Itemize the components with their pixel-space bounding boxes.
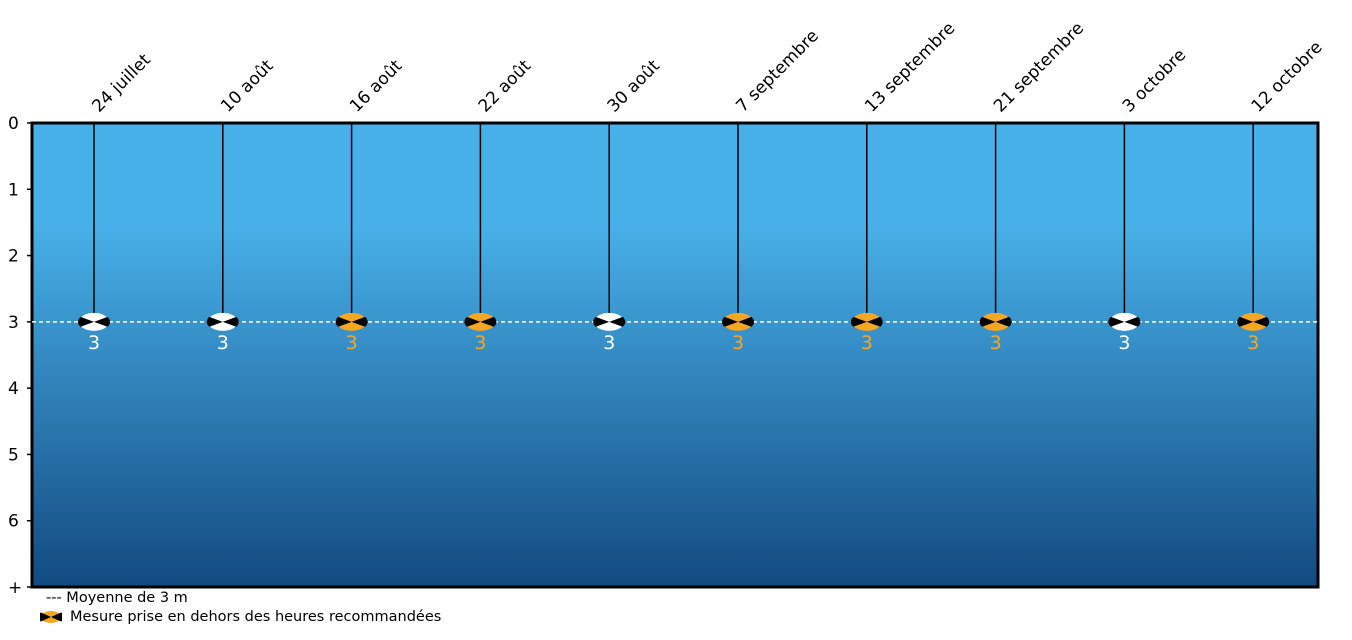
x-tick-label: 21 septembre: [990, 18, 1088, 116]
data-label: 3: [1118, 332, 1130, 354]
x-tick-label: 12 octobre: [1248, 38, 1327, 117]
y-tick-label: +: [8, 578, 22, 598]
x-tick-label: 30 août: [604, 56, 665, 117]
secchi-disk-marker: [1237, 312, 1270, 331]
y-tick-label: 4: [8, 379, 19, 399]
y-tick-label: 3: [8, 313, 19, 333]
y-tick-label: 6: [8, 512, 19, 532]
y-tick-label: 0: [8, 114, 19, 134]
data-label: 3: [88, 332, 100, 354]
secchi-disk-marker: [1108, 312, 1141, 331]
data-label: 3: [603, 332, 615, 354]
data-label: 3: [1247, 332, 1259, 354]
data-label: 3: [732, 332, 744, 354]
data-label: 3: [217, 332, 229, 354]
secchi-disk-marker: [979, 312, 1012, 331]
data-label: 3: [346, 332, 358, 354]
legend: --- Moyenne de 3 m Mesure prise en dehor…: [40, 590, 442, 625]
legend-mean-label: --- Moyenne de 3 m: [46, 590, 188, 606]
x-tick-label: 10 août: [217, 56, 278, 117]
y-tick-label: 5: [8, 445, 19, 465]
secchi-disk-icon: [40, 611, 62, 623]
x-tick-label: 24 juillet: [88, 50, 155, 117]
x-tick-label: 22 août: [475, 56, 536, 117]
secchi-disk-marker: [593, 312, 626, 331]
secchi-disk-marker: [722, 312, 754, 331]
x-tick-label: 7 septembre: [732, 26, 822, 116]
x-tick-label: 16 août: [346, 56, 407, 117]
secchi-disk-marker: [464, 312, 497, 331]
secchi-disk-marker: [78, 312, 110, 331]
secchi-disk-marker: [335, 312, 368, 331]
y-tick-label: 1: [8, 180, 19, 200]
data-label: 3: [474, 332, 486, 354]
x-tick-label: 3 octobre: [1119, 45, 1190, 116]
secchi-disk-marker: [206, 312, 239, 331]
legend-marker-label: Mesure prise en dehors des heures recomm…: [70, 609, 442, 625]
data-label: 3: [990, 332, 1002, 354]
water-column: [30, 121, 1320, 589]
y-tick-label: 2: [8, 247, 19, 267]
x-tick-label: 13 septembre: [861, 18, 959, 116]
secchi-disk-marker: [850, 312, 883, 331]
data-label: 3: [861, 332, 873, 354]
